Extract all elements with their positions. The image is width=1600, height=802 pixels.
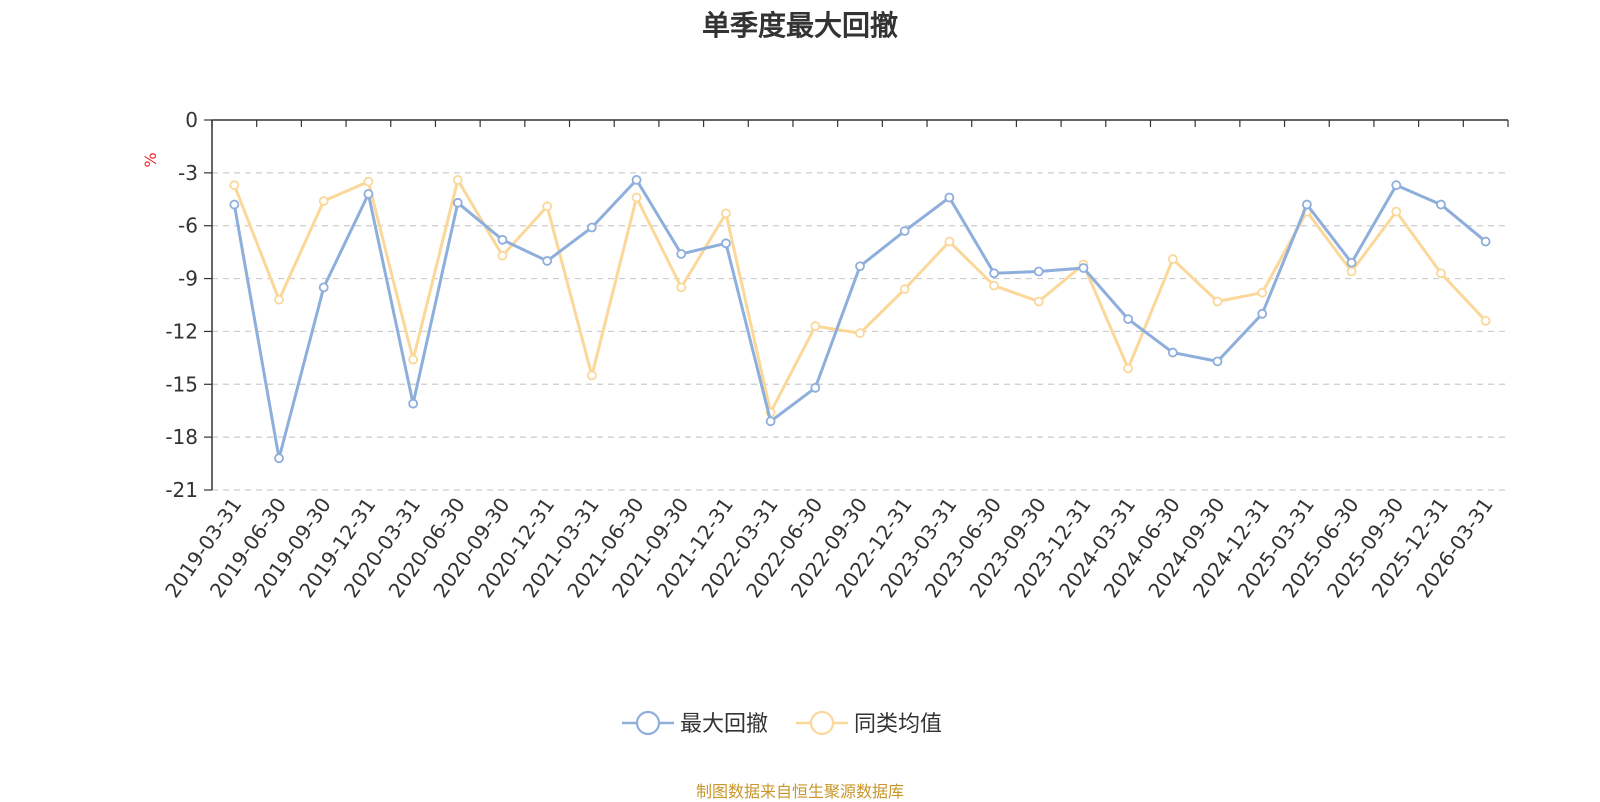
data-point <box>810 382 821 393</box>
data-point <box>497 234 508 245</box>
y-tick-label: -21 <box>165 478 198 502</box>
data-point <box>586 222 597 233</box>
y-tick-label: -18 <box>165 425 198 449</box>
data-point <box>721 208 731 219</box>
series-line <box>232 178 1487 414</box>
y-tick-label: 0 <box>185 108 198 132</box>
source-note: 制图数据来自恒生聚源数据库 <box>695 782 904 801</box>
data-point <box>586 370 597 381</box>
legend-label: 同类均值 <box>854 712 942 737</box>
data-point <box>944 192 955 203</box>
data-point <box>765 416 776 427</box>
data-point <box>1480 315 1491 326</box>
data-point <box>1212 296 1223 307</box>
data-point <box>1033 296 1044 307</box>
series-lines <box>229 175 1491 464</box>
data-point <box>855 261 865 272</box>
data-point <box>1346 266 1357 277</box>
data-point <box>1167 254 1178 265</box>
data-point <box>1257 308 1268 319</box>
data-point <box>1301 199 1312 210</box>
data-point <box>318 196 329 206</box>
grid-lines <box>212 172 1508 491</box>
data-point <box>452 175 463 185</box>
legend-circle-icon <box>635 710 661 736</box>
data-point <box>408 354 419 365</box>
legend-label: 最大回撤 <box>680 712 768 737</box>
y-tick-label: -9 <box>178 267 198 291</box>
data-point <box>452 197 463 208</box>
data-point <box>1346 257 1357 268</box>
data-point <box>274 453 284 464</box>
data-point <box>318 282 329 293</box>
legend-item[interactable]: 同类均值 <box>796 710 942 737</box>
data-point <box>721 238 731 249</box>
legend-item[interactable]: 最大回撤 <box>622 710 768 737</box>
y-tick-label: -12 <box>165 319 198 343</box>
data-point <box>274 294 284 305</box>
data-point <box>810 321 821 332</box>
data-point <box>631 192 642 203</box>
data-point <box>229 180 240 191</box>
data-point <box>676 282 687 293</box>
axes: 0-3-6-9-12-15-18-21%2019-03-312019-06-30… <box>141 108 1509 602</box>
data-point <box>229 199 240 210</box>
y-axis-label: % <box>141 152 160 167</box>
data-point <box>408 398 419 409</box>
data-point <box>1033 266 1044 277</box>
data-point <box>676 249 687 259</box>
data-point <box>899 226 910 236</box>
data-point <box>542 201 553 212</box>
data-point <box>989 268 999 279</box>
legend[interactable]: 最大回撤 同类均值 <box>622 710 942 737</box>
data-point <box>542 256 553 266</box>
data-point <box>363 176 374 187</box>
data-point <box>1123 314 1134 324</box>
data-point <box>631 175 642 185</box>
data-point <box>1480 236 1491 247</box>
data-point <box>497 250 508 261</box>
data-point <box>1391 206 1402 217</box>
data-point <box>989 280 999 291</box>
data-point <box>1436 268 1446 279</box>
data-point <box>1212 356 1223 367</box>
data-point <box>1391 180 1402 191</box>
data-point <box>1123 363 1134 374</box>
data-point <box>1436 199 1446 210</box>
data-point <box>855 328 865 339</box>
data-point <box>944 236 955 247</box>
chart-title: 单季度最大回撤 <box>701 9 898 42</box>
data-point <box>1078 263 1089 273</box>
data-point <box>1167 347 1178 358</box>
y-tick-label: -15 <box>165 372 198 396</box>
data-point <box>363 189 374 199</box>
y-tick-label: -6 <box>178 214 198 238</box>
legend-circle-icon <box>809 710 835 736</box>
data-point <box>1257 287 1268 298</box>
data-point <box>899 284 910 295</box>
y-tick-label: -3 <box>178 161 198 185</box>
